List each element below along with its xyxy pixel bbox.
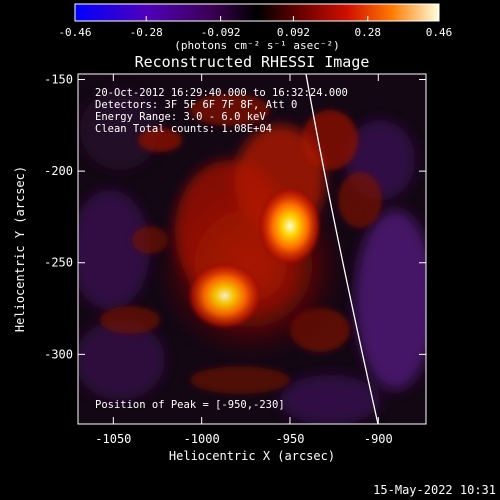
x-tick-label: -950 (276, 432, 305, 446)
peak-position-text: Position of Peak = [-950,-230] (95, 399, 285, 411)
y-tick-label: -200 (44, 164, 73, 178)
x-axis: -1050 -1000 -950 -900 (95, 74, 393, 446)
solar-limb-line (305, 74, 379, 424)
x-axis-label: Heliocentric X (arcsec) (169, 449, 335, 463)
y-tick-label: -150 (44, 72, 73, 86)
info-line-counts: Clean Total counts: 1.08E+04 (95, 123, 272, 135)
plot-title: Reconstructed RHESSI Image (135, 53, 370, 71)
colorbar-tick-label: 0.46 (426, 26, 453, 39)
colorbar: -0.46 -0.28 -0.092 0.092 0.28 0.46 (photons c… (58, 3, 452, 52)
plot-frame (77, 73, 427, 425)
info-block: 20-Oct-2012 16:29:40.000 to 16:32:24.000… (95, 87, 348, 135)
background-texture (78, 90, 426, 424)
colorbar-tick-label: -0.28 (130, 26, 163, 39)
colorbar-tick-label: -0.092 (201, 26, 241, 39)
colorbar-ticks: -0.46 -0.28 -0.092 0.092 0.28 0.46 (58, 16, 452, 39)
colorbar-units: (photons cm⁻² s⁻¹ asec⁻²) (174, 39, 340, 52)
source-peak-0 (257, 186, 322, 267)
y-tick-label: -300 (44, 347, 73, 361)
info-line-detectors: Detectors: 3F 5F 6F 7F 8F, Att 0 (95, 99, 297, 111)
rhessi-image (78, 74, 426, 424)
colorbar-tick-label: 0.28 (355, 26, 382, 39)
y-tick-label: -250 (44, 256, 73, 270)
colorbar-tick-label: 0.092 (277, 26, 310, 39)
y-axis-label: Heliocentric Y (arcsec) (13, 166, 27, 332)
source-peak-1 (186, 261, 263, 330)
x-tick-label: -1050 (95, 432, 131, 446)
x-tick-label: -1000 (184, 432, 220, 446)
timestamp: 15-May-2022 10:31 (373, 483, 496, 497)
colorbar-gradient (74, 3, 440, 22)
colorbar-tick-label: -0.46 (58, 26, 91, 39)
x-tick-label: -900 (364, 432, 393, 446)
y-axis: -150 -200 -250 -300 (44, 72, 426, 361)
info-line-time: 20-Oct-2012 16:29:40.000 to 16:32:24.000 (95, 87, 348, 99)
info-line-energy: Energy Range: 3.0 - 6.0 keV (95, 111, 266, 123)
